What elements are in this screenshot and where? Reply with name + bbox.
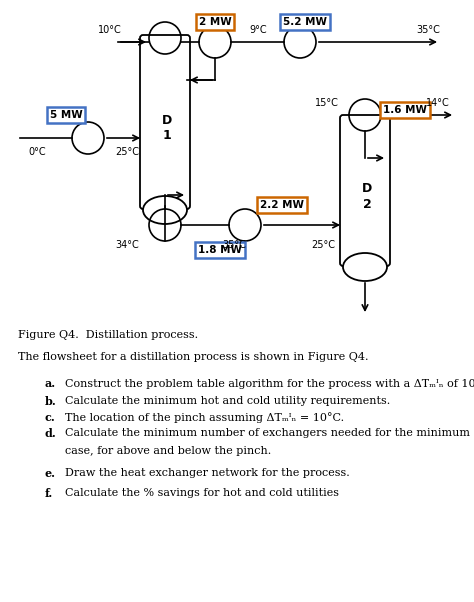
Text: d.: d. (45, 428, 57, 439)
Text: f.: f. (45, 488, 53, 499)
Text: Calculate the minimum number of exchangers needed for the minimum energy: Calculate the minimum number of exchange… (65, 428, 474, 438)
Text: 34°C: 34°C (115, 240, 139, 250)
FancyBboxPatch shape (340, 115, 390, 266)
Text: Calculate the % savings for hot and cold utilities: Calculate the % savings for hot and cold… (65, 488, 339, 498)
Text: 35°C: 35°C (222, 240, 246, 250)
FancyBboxPatch shape (140, 35, 190, 209)
Text: c.: c. (45, 412, 56, 423)
Text: 25°C: 25°C (311, 240, 335, 250)
Text: 5.2 MW: 5.2 MW (283, 17, 327, 27)
Text: e.: e. (45, 468, 56, 479)
Text: 10°C: 10°C (98, 25, 122, 35)
Text: 1.8 MW: 1.8 MW (198, 245, 242, 255)
Text: Calculate the minimum hot and cold utility requirements.: Calculate the minimum hot and cold utili… (65, 396, 390, 406)
Text: Construct the problem table algorithm for the process with a ΔTₘᴵₙ of 10°C,: Construct the problem table algorithm fo… (65, 378, 474, 389)
Text: 5 MW: 5 MW (50, 110, 82, 120)
Text: The flowsheet for a distillation process is shown in Figure Q4.: The flowsheet for a distillation process… (18, 352, 368, 362)
Text: Draw the heat exchanger network for the process.: Draw the heat exchanger network for the … (65, 468, 350, 478)
Text: a.: a. (45, 378, 56, 389)
Text: 35°C: 35°C (416, 25, 440, 35)
Ellipse shape (143, 196, 187, 224)
Text: D
2: D 2 (362, 182, 372, 211)
Text: case, for above and below the pinch.: case, for above and below the pinch. (65, 446, 271, 456)
Text: 15°C: 15°C (315, 98, 339, 108)
Text: 1.6 MW: 1.6 MW (383, 105, 427, 115)
Text: 0°C: 0°C (28, 147, 46, 157)
Text: 14°C: 14°C (426, 98, 450, 108)
Text: Figure Q4.  Distillation process.: Figure Q4. Distillation process. (18, 330, 198, 340)
Text: 9°C: 9°C (249, 25, 267, 35)
Text: 2.2 MW: 2.2 MW (260, 200, 304, 210)
Text: b.: b. (45, 396, 57, 407)
Text: 2 MW: 2 MW (199, 17, 231, 27)
Text: 25°C: 25°C (115, 147, 139, 157)
Text: The location of the pinch assuming ΔTₘᴵₙ = 10°C.: The location of the pinch assuming ΔTₘᴵₙ… (65, 412, 344, 423)
Text: D
1: D 1 (162, 114, 172, 142)
Ellipse shape (343, 253, 387, 281)
